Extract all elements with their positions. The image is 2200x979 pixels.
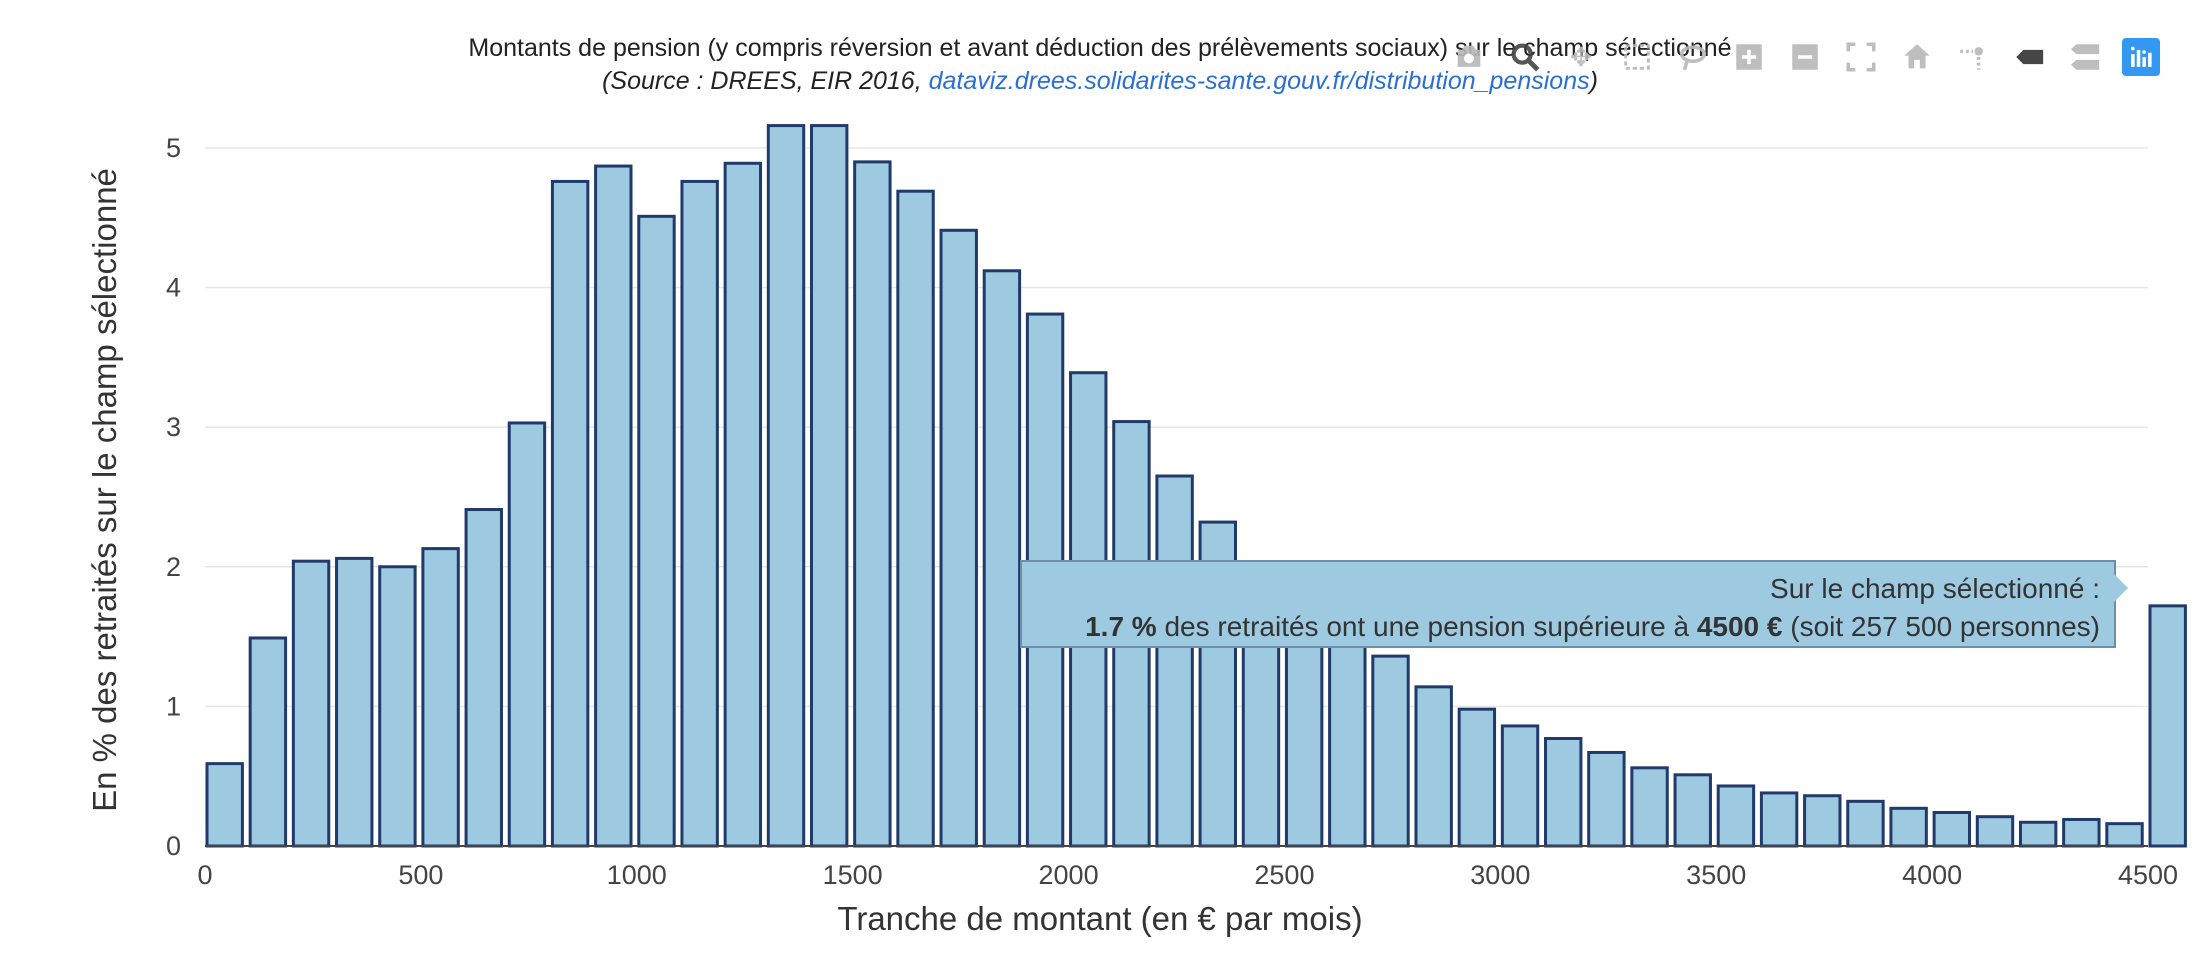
subtitle-suffix: ) xyxy=(1589,67,1598,95)
histogram-bar xyxy=(1673,773,1712,848)
hover-tooltip: Sur le champ sélectionné : 1.7 % des ret… xyxy=(1020,560,2128,648)
histogram-bar xyxy=(2018,820,2058,848)
tooltip-amount: 4500 € xyxy=(1696,611,1783,642)
bars xyxy=(205,124,2187,848)
histogram-bar xyxy=(1716,784,1756,848)
histogram-bar xyxy=(766,124,806,848)
tooltip-line1: Sur le champ sélectionné : xyxy=(1770,573,2100,604)
chart-title: Montants de pension (y compris réversion… xyxy=(468,34,1732,62)
histogram-bar xyxy=(550,179,590,848)
histogram-bar xyxy=(1975,815,2015,848)
x-tick-label: 1000 xyxy=(607,860,667,890)
chart-subtitle: (Source : DREES, EIR 2016, dataviz.drees… xyxy=(0,67,2200,96)
tooltip-percent: 1.7 % xyxy=(1085,611,1157,642)
histogram-bar xyxy=(637,214,676,848)
histogram-bar xyxy=(1759,791,1799,848)
hover-closest-icon[interactable] xyxy=(2010,38,2048,76)
histogram-bar xyxy=(1500,724,1540,848)
x-tick-label: 3500 xyxy=(1686,860,1746,890)
x-tick-label: 0 xyxy=(197,860,212,890)
modebar: ✥ xyxy=(1450,38,2160,76)
lasso-icon[interactable] xyxy=(1674,38,1712,76)
histogram-bar xyxy=(2062,817,2101,848)
x-tick-label: 3000 xyxy=(1470,860,1530,890)
y-tick-label: 3 xyxy=(166,412,181,442)
histogram-bar xyxy=(896,189,935,848)
histogram-bar xyxy=(680,179,719,848)
histogram-bar xyxy=(1587,750,1626,848)
histogram-bar xyxy=(939,228,978,848)
y-tick-label: 1 xyxy=(166,691,181,721)
histogram-bar xyxy=(464,508,503,848)
x-axis-title: Tranche de montant (en € par mois) xyxy=(837,900,1363,937)
spike-icon[interactable] xyxy=(1954,38,1992,76)
histogram-bar xyxy=(2105,822,2144,848)
histogram-bar xyxy=(1544,736,1583,848)
y-tick-label: 0 xyxy=(166,831,181,861)
hover-compare-icon[interactable] xyxy=(2066,38,2104,76)
x-tick-label: 500 xyxy=(398,860,443,890)
histogram-bar xyxy=(378,565,417,848)
home-icon[interactable] xyxy=(1898,38,1936,76)
x-tick-label: 4000 xyxy=(1902,860,1962,890)
plotly-logo-icon[interactable] xyxy=(2122,38,2160,76)
histogram-bar xyxy=(1889,806,1928,848)
x-tick-label: 2000 xyxy=(1039,860,1099,890)
source-link[interactable]: dataviz.drees.solidarites-sante.gouv.fr/… xyxy=(928,67,1590,95)
histogram-bar xyxy=(1846,799,1885,848)
x-tick-label: 2500 xyxy=(1254,860,1314,890)
histogram-bar xyxy=(2148,604,2187,848)
zoom-in-icon[interactable] xyxy=(1730,38,1768,76)
zoom-out-icon[interactable] xyxy=(1786,38,1824,76)
histogram-bar xyxy=(1932,810,1972,848)
histogram-bar xyxy=(507,421,547,848)
histogram-bar xyxy=(205,762,244,848)
x-tick-label: 4500 xyxy=(2118,860,2178,890)
histogram-bar xyxy=(853,160,892,848)
histogram-bar xyxy=(1414,685,1453,848)
camera-icon[interactable] xyxy=(1450,38,1488,76)
histogram-bar xyxy=(982,269,1022,848)
tooltip-mid: des retraités ont une pension supérieure… xyxy=(1156,611,1697,642)
histogram-bar xyxy=(1155,474,1194,848)
zoom-icon[interactable] xyxy=(1506,38,1544,76)
histogram-bar xyxy=(723,161,763,848)
histogram-bar xyxy=(335,556,374,848)
y-tick-label: 5 xyxy=(166,133,181,163)
tooltip-line2: 1.7 % des retraités ont une pension supé… xyxy=(1036,608,2100,646)
histogram-bar xyxy=(248,636,288,848)
pan-icon[interactable]: ✥ xyxy=(1570,41,1592,72)
tooltip-end: (soit 257 500 personnes) xyxy=(1782,611,2100,642)
autoscale-icon[interactable] xyxy=(1842,38,1880,76)
subtitle-prefix: (Source : DREES, EIR 2016, xyxy=(602,67,929,95)
y-tick-label: 2 xyxy=(166,552,181,582)
y-tick-label: 4 xyxy=(166,273,181,303)
histogram-bar xyxy=(1457,707,1497,848)
histogram-bar xyxy=(1328,621,1367,848)
axes: 0 1 2 3 4 5 0 500 1000 1500 2000 2500 3000 3500 4000 45… xyxy=(166,133,2178,890)
histogram-bar xyxy=(291,559,331,848)
box-select-icon[interactable] xyxy=(1618,38,1656,76)
tooltip-arrow xyxy=(2114,574,2128,602)
histogram-bar xyxy=(809,124,849,848)
y-axis-title: En % des retraités sur le champ sélectio… xyxy=(86,168,123,812)
histogram-bar xyxy=(594,164,633,848)
histogram-bar xyxy=(1371,654,1410,848)
histogram-bar xyxy=(1630,766,1669,848)
x-tick-label: 1500 xyxy=(823,860,883,890)
histogram-bar xyxy=(1803,794,1842,848)
histogram-bar xyxy=(421,547,460,848)
